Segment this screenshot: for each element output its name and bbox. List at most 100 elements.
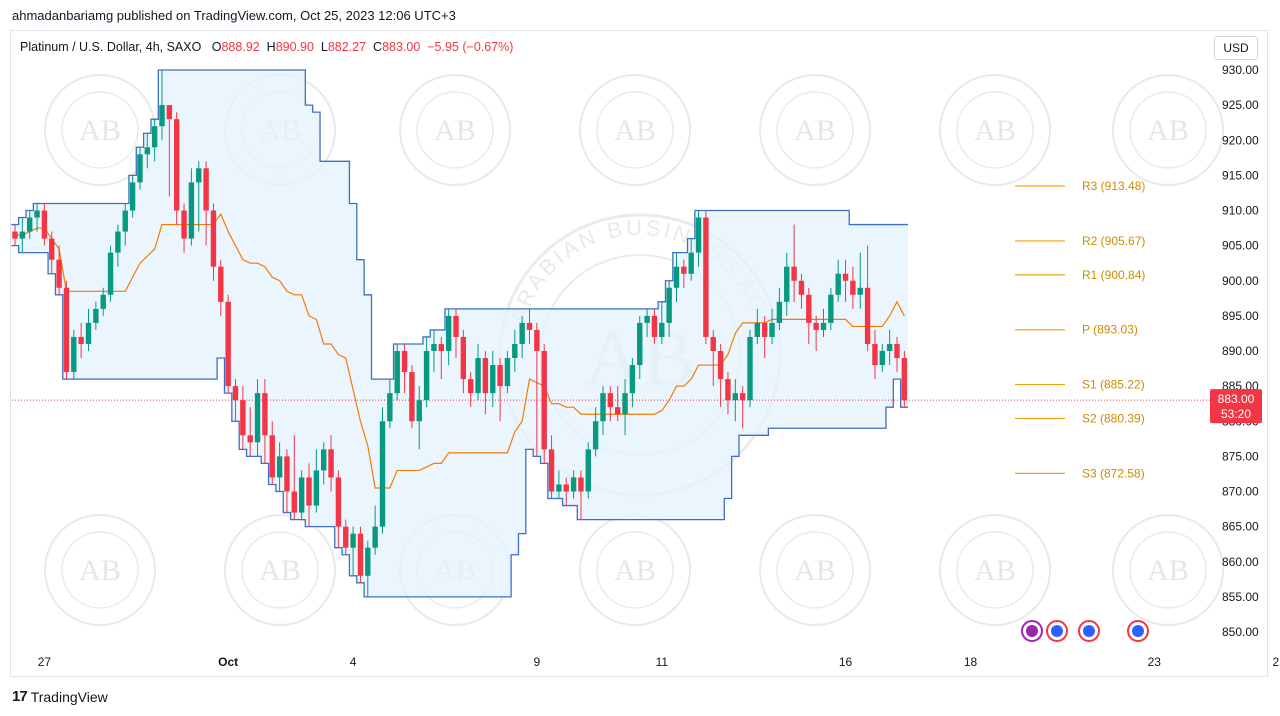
candle-body [306,477,312,506]
pivot-layer: R3 (913.48) R2 (905.67) R1 (900.84) P (893.… [1015,179,1145,480]
event-core [1051,625,1063,637]
candle [666,280,672,337]
watermark-logo-icon: AB [579,514,691,626]
candle-body [864,287,871,344]
currency-button[interactable]: USD [1214,36,1258,60]
watermark-letters: AB [974,114,1016,147]
pivot-label-s3: S3 (872.58) [1082,466,1145,480]
candle-body [828,294,834,323]
candle [615,386,621,422]
candle [497,358,503,422]
candle [394,343,400,401]
watermark-inner-ring [61,91,139,169]
watermark-letters: AB [434,114,476,147]
candle [644,308,650,337]
candle [144,133,150,169]
candle [328,435,334,492]
close-label: C [373,40,383,54]
time-tick-label: 18 [964,655,978,669]
candle [688,238,694,281]
price-tick-label: 855.00 [1222,590,1259,604]
candle-body [762,322,768,337]
candle [85,308,92,351]
candle [321,442,327,485]
price-axis: 930.00 925.00 920.00 915.00 910.00 905.00 900.… [1222,63,1259,639]
watermark-ring [939,74,1051,186]
candle [717,343,724,408]
pivot-label-r1: R1 (900.84) [1082,268,1145,282]
watermark-ring [1112,74,1224,186]
change-value: −5.95 (−0.67%) [427,40,514,54]
watermark-ring [759,514,871,626]
candle-body [872,343,878,366]
candle [622,379,628,436]
watermark-letters: AB [1147,554,1189,587]
candle-body [85,322,92,344]
candle-body [886,343,893,351]
candle-body [681,266,687,274]
price-tick-label: 860.00 [1222,555,1259,569]
watermark-logo-icon: AB [939,74,1051,186]
low-label: L [320,40,328,54]
candle-body [769,322,775,337]
channel-fill [11,70,909,597]
open-value: 888.92 [221,40,260,54]
candle-body [12,231,18,239]
watermark-inner-ring [1129,531,1207,609]
candle [122,203,128,246]
candle-body [651,315,658,337]
watermark-letters: AB [614,554,656,587]
candle [100,287,106,316]
candle-body [460,336,467,380]
open-label: O [211,40,222,54]
candle-body [835,273,841,295]
time-tick-label: 11 [656,655,669,669]
price-tag-box [1210,389,1262,424]
chart-frame [10,30,1268,677]
watermark-ring [1112,514,1224,626]
candle [49,231,55,274]
candle [262,379,268,464]
candle [313,449,320,513]
candle [482,351,489,415]
watermark-logo-icon: AB [579,74,691,186]
candle [166,105,173,197]
candle [864,245,871,351]
candle [93,301,99,330]
candle-body [490,365,496,394]
candle-body [19,231,26,239]
price-tick-label: 865.00 [1222,520,1259,534]
watermark-letters: AB [79,114,121,147]
high-label: H [266,40,276,54]
candle [747,329,753,408]
candle [739,386,746,429]
candle [592,407,599,457]
low-value: 882.27 [327,40,367,54]
watermark-logo-icon: AB [44,514,156,626]
candle-body [284,456,290,492]
watermark-logo-icon: AB [939,514,1051,626]
candle [218,259,224,316]
candle-body [541,351,547,450]
events-layer [1021,620,1149,642]
candle-body [49,238,55,260]
candle [12,224,18,246]
price-tick-label: 890.00 [1222,344,1259,358]
candle-body [328,449,334,478]
candle [534,322,540,457]
candle-body [791,266,797,281]
price-tick-label: 910.00 [1222,204,1259,218]
event-core [1083,625,1095,637]
candle [129,175,136,218]
watermark-inner-ring [776,91,854,169]
candle-body [438,343,444,351]
candle-body [717,351,724,380]
candle [600,386,606,436]
us-flag-event-icon [1046,620,1068,642]
footer-brand[interactable]: 17 TradingView [12,688,108,705]
candle-body [570,477,577,492]
candle-body [269,435,275,478]
event-core [1026,625,1038,637]
watermark-letters: AB [974,554,1016,587]
